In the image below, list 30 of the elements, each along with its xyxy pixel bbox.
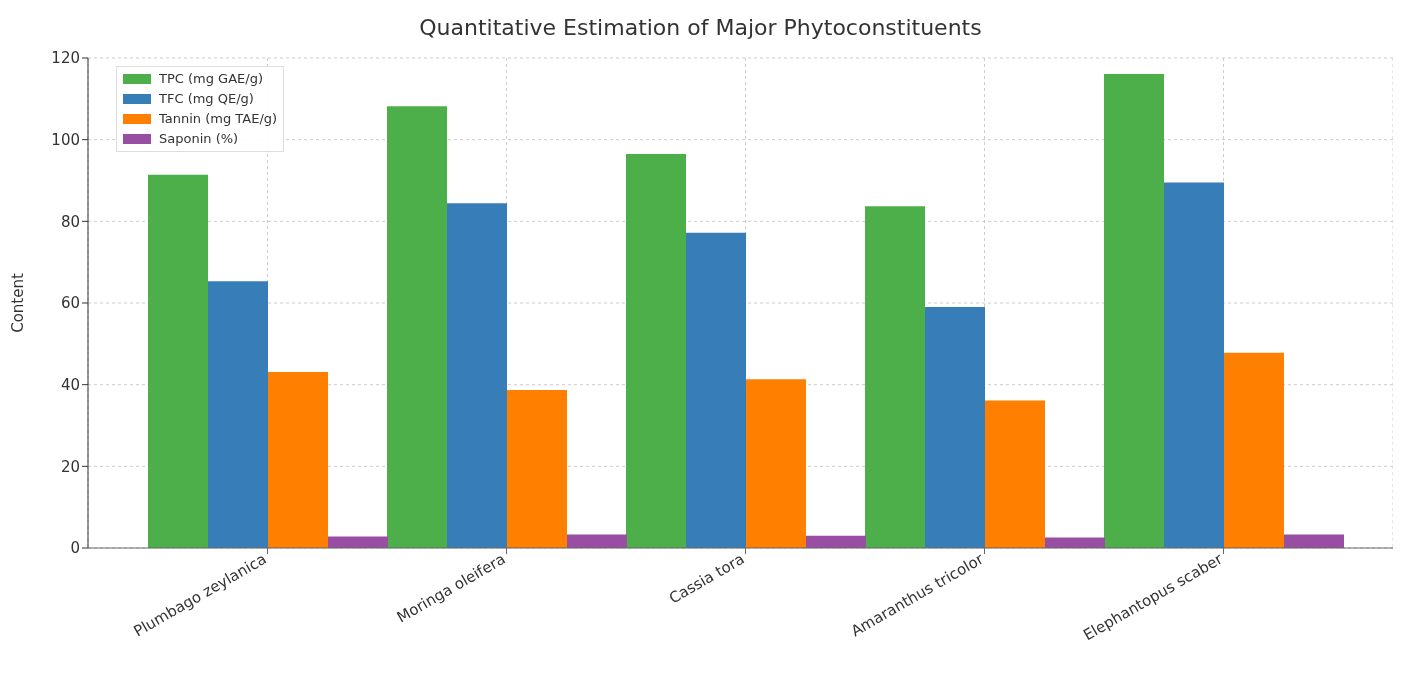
bar <box>507 389 567 548</box>
bar <box>865 206 925 548</box>
bar <box>268 372 328 548</box>
bar <box>746 379 806 548</box>
bar <box>686 232 746 548</box>
legend-label: Saponin (%) <box>159 130 239 148</box>
legend-label: TPC (mg GAE/g) <box>159 70 263 88</box>
y-tick-label: 100 <box>51 130 80 149</box>
y-axis-title: Content <box>9 273 28 333</box>
bar <box>626 153 686 548</box>
bar <box>985 400 1045 548</box>
y-tick-label: 20 <box>60 457 80 476</box>
bar <box>1164 182 1224 548</box>
bar <box>208 281 268 548</box>
bar <box>806 535 866 548</box>
y-tick-label: 120 <box>51 49 80 68</box>
bar <box>925 307 985 548</box>
bar <box>387 106 447 548</box>
y-tick-label: 80 <box>60 212 80 231</box>
bar <box>1104 73 1164 548</box>
legend-label: TFC (mg QE/g) <box>159 90 254 108</box>
chart-title: Quantitative Estimation of Major Phytoconstituents <box>418 14 983 42</box>
y-tick-label: 40 <box>60 375 80 394</box>
bar <box>148 174 208 548</box>
bar <box>1045 537 1105 548</box>
y-tick-label: 60 <box>60 294 80 313</box>
legend-label: Tannin (mg TAE/g) <box>159 110 278 128</box>
y-tick-label: 0 <box>70 539 80 558</box>
bar <box>447 203 507 548</box>
bar <box>1224 352 1284 548</box>
